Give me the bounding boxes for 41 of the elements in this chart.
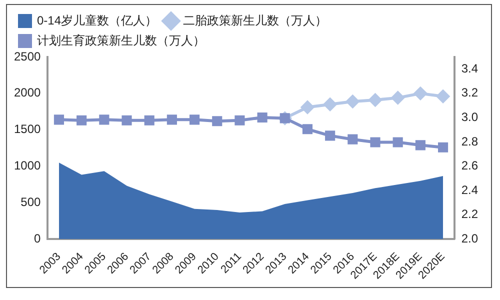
y2-tick-label: 2.8 (461, 134, 478, 148)
y-tick-label: 1500 (14, 122, 42, 136)
legend-label: 0-14岁儿童数（亿人） (37, 13, 158, 28)
point (76, 115, 87, 126)
point (414, 86, 427, 100)
point (436, 90, 450, 103)
point (144, 115, 154, 126)
y2-tick-label: 3.2 (461, 86, 478, 100)
point (300, 100, 314, 114)
point (122, 115, 132, 126)
point (346, 94, 360, 108)
point (54, 114, 64, 125)
point (348, 134, 358, 144)
point (368, 93, 382, 106)
point (257, 112, 268, 123)
y2-tick-label: 3.0 (461, 110, 478, 124)
legend-label: 计划生育政策新生儿数（万人） (37, 33, 205, 48)
y2-tick-label: 2.2 (461, 207, 478, 222)
y2-tick-label: 2.6 (461, 158, 478, 173)
point (324, 98, 337, 111)
point (234, 115, 245, 126)
legend-label: 二胎政策新生儿数（万人） (183, 13, 328, 28)
point (302, 124, 313, 134)
point (166, 114, 177, 125)
point (438, 142, 448, 152)
point (391, 91, 404, 104)
point (392, 137, 403, 148)
y-tick-label: 1000 (14, 158, 42, 173)
y2-tick-label: 2.0 (461, 231, 478, 246)
point (325, 130, 336, 141)
y-tick-label: 2000 (14, 86, 42, 100)
y2-tick-label: 2.4 (461, 182, 478, 197)
point (415, 140, 426, 150)
point (189, 114, 200, 125)
y2-tick-label: 3.4 (461, 61, 478, 76)
point (370, 137, 380, 148)
point (99, 114, 110, 125)
y-tick-label: 0 (34, 231, 42, 246)
point (212, 116, 222, 126)
y-tick-label: 2500 (14, 49, 42, 64)
y-tick-label: 500 (20, 195, 42, 210)
